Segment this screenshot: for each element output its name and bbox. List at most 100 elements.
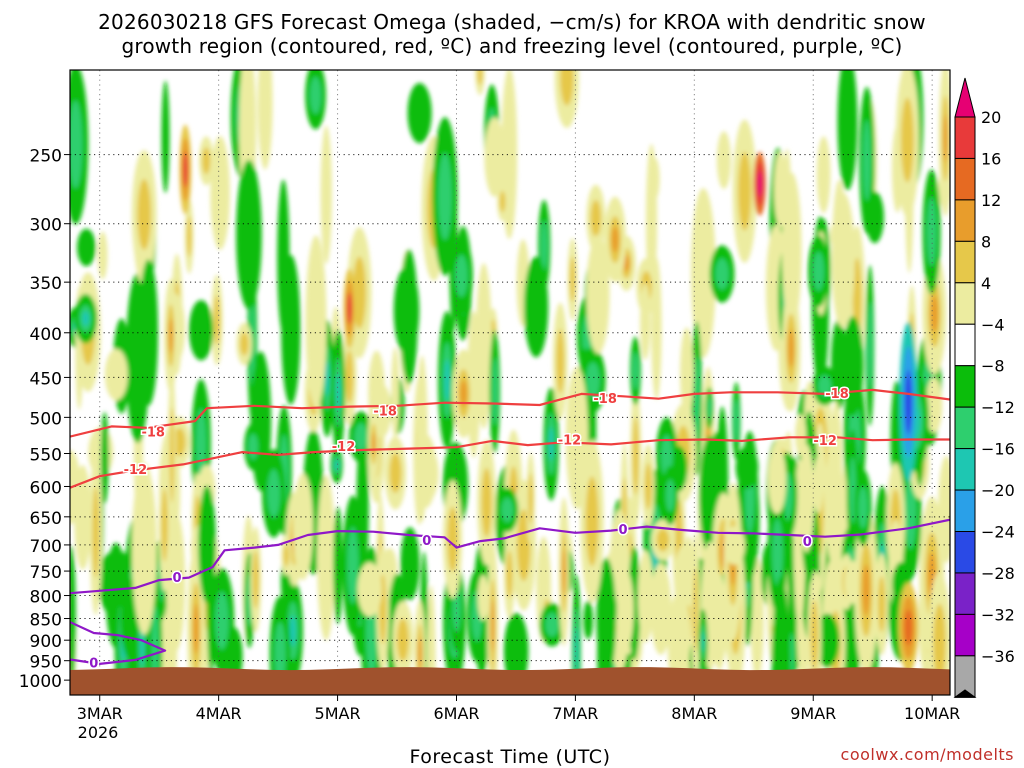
omega-cell-core — [267, 469, 281, 518]
omega-cell-core — [611, 226, 619, 253]
omega-cell — [131, 463, 157, 635]
omega-cell — [257, 70, 273, 170]
x-tick-label: 3MAR — [77, 704, 123, 723]
omega-cell-core — [788, 329, 794, 368]
omega-cell-core — [438, 152, 452, 241]
colorbar-bottom-arrow — [953, 689, 977, 698]
omega-cell — [305, 235, 327, 410]
y-tick-label: 500 — [30, 409, 62, 429]
colorbar-swatch — [954, 199, 976, 242]
omega-cell-core — [656, 528, 670, 552]
colorbar-swatch — [954, 489, 976, 532]
omega-cell-core — [545, 612, 559, 637]
omega-cell-core — [586, 362, 600, 399]
omega-cell — [837, 70, 858, 191]
y-axis: 2503003504004505005506006507007508008509… — [19, 147, 70, 692]
omega-cell — [816, 136, 831, 214]
colorbar-label: −16 — [981, 440, 1015, 459]
omega-cell-core — [173, 427, 186, 457]
omega-cell — [600, 574, 618, 641]
omega-cell — [712, 573, 727, 671]
omega-cell — [357, 562, 382, 617]
omega-cell — [477, 574, 489, 621]
colorbar-label: 12 — [981, 191, 1001, 210]
omega-cell-core — [248, 433, 259, 460]
omega-cell-core — [852, 257, 862, 337]
omega-cell — [735, 446, 759, 490]
x-tick-label: 10MAR — [904, 704, 960, 723]
omega-cell-core — [193, 603, 199, 654]
omega-cell-core — [389, 452, 402, 494]
omega-cell-core — [933, 603, 946, 683]
omega-cell — [824, 442, 844, 568]
colorbar-label: −20 — [981, 481, 1015, 500]
freezing-level-contour-label: 0 — [803, 535, 812, 550]
plot-frame — [69, 69, 951, 696]
omega-cell — [586, 234, 610, 354]
omega-cell-core — [556, 328, 565, 394]
omega-cell — [320, 125, 332, 265]
y-tick-label: 550 — [30, 445, 62, 465]
colorbar-label: 20 — [981, 108, 1001, 127]
omega-cell-core — [517, 509, 531, 582]
y-tick-label: 600 — [30, 478, 62, 498]
omega-cell-core — [562, 549, 566, 595]
contour-lines: -18 -18 -18 -18 -12 -12 -12 -12 0 0 0 0 0 — [70, 386, 950, 673]
omega-cell-core — [499, 190, 506, 213]
omega-cell — [650, 562, 672, 655]
omega-cell — [637, 550, 654, 643]
y-tick-label: 800 — [30, 588, 62, 608]
omega-cell-core — [283, 544, 290, 567]
omega-cell — [292, 473, 314, 581]
omega-cell-core — [849, 456, 857, 524]
omega-cell-core — [92, 486, 100, 578]
omega-cell-core — [213, 295, 221, 346]
omega-cell-core — [252, 550, 259, 609]
y-tick-label: 850 — [30, 611, 62, 631]
dendritic-contour-label: -12 — [558, 433, 582, 448]
omega-cell — [161, 80, 170, 194]
x-axis: 3MAR 4MAR 5MAR 6MAR 7MAR 8MAR 9MAR 10MAR — [77, 695, 960, 723]
omega-cell-core — [528, 473, 534, 525]
omega-cell — [680, 327, 694, 419]
omega-cell — [503, 612, 529, 689]
dendritic-contour-label: -18 — [825, 387, 849, 402]
colorbar-label: −28 — [981, 564, 1015, 583]
omega-cell-core — [455, 254, 468, 298]
omega-cell — [210, 135, 230, 250]
omega-cell — [138, 259, 159, 406]
omega-cell-core — [877, 576, 886, 633]
omega-cell-core — [575, 627, 578, 674]
omega-cell — [475, 263, 492, 429]
omega-strong-cell — [347, 292, 352, 325]
omega-cell — [188, 300, 214, 361]
colorbar-label: 16 — [981, 149, 1001, 168]
colorbar-top-arrow — [954, 77, 976, 118]
chart-title-line-1: 2026030218 GFS Forecast Omega (shaded, −… — [98, 10, 926, 34]
omega-cell-core — [930, 295, 938, 333]
omega-cell-core — [195, 408, 207, 481]
colorbar-swatch — [954, 613, 976, 657]
omega-cell-core — [926, 197, 937, 267]
omega-cell — [166, 512, 186, 652]
omega-cell-core — [585, 476, 599, 567]
omega-cell-core — [862, 564, 870, 616]
y-tick-label: 950 — [30, 653, 62, 673]
colorbar-label: 4 — [981, 274, 991, 293]
omega-cell-core — [707, 396, 712, 420]
omega-cell-core — [309, 76, 322, 115]
omega-cell-core — [137, 179, 152, 250]
dendritic-contour-label: -12 — [813, 434, 837, 449]
ground-layer — [70, 665, 950, 695]
omega-cell-core — [904, 475, 917, 550]
colorbar-swatch — [954, 323, 976, 367]
x-tick-label: 4MAR — [196, 704, 242, 723]
colorbar-swatch — [954, 572, 976, 615]
omega-cell — [70, 545, 76, 689]
dendritic-contour-label: -12 — [332, 440, 356, 455]
omega-cell-core — [491, 600, 495, 652]
omega-cell — [782, 148, 792, 280]
omega-cell-core — [632, 417, 639, 496]
colorbar-swatch — [954, 406, 976, 450]
